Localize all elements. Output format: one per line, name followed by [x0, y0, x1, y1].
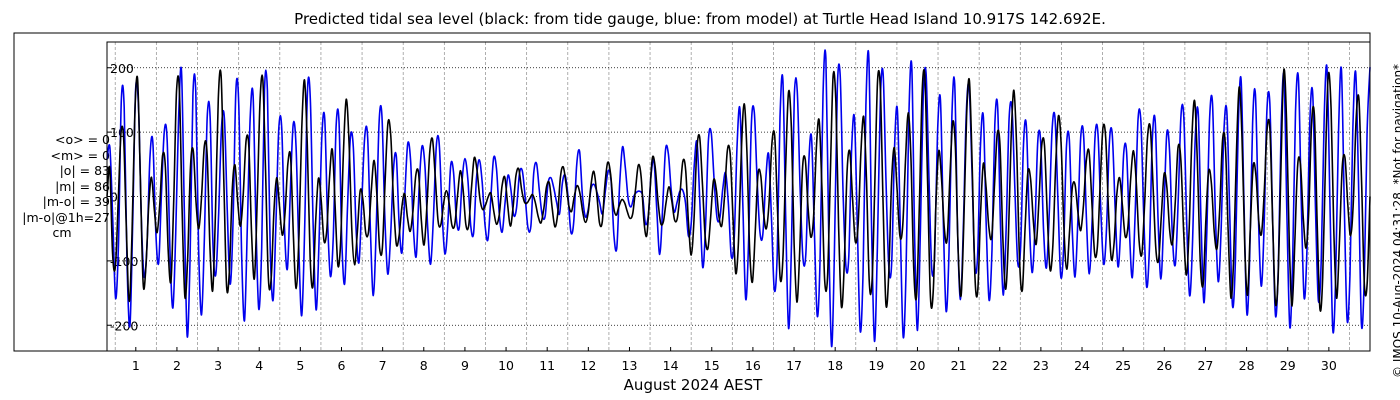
x-tick-label: 2 — [173, 358, 181, 373]
gauge-series-line — [106, 68, 1371, 312]
x-tick-label: 28 — [1239, 358, 1255, 373]
stat-abs-model: |m| = 86 — [55, 178, 110, 194]
y-tick-label: 0 — [110, 190, 118, 205]
x-tick-label: 11 — [539, 358, 555, 373]
x-tick-label: 30 — [1321, 358, 1337, 373]
y-tick-label: 200 — [110, 61, 134, 76]
x-tick-label: 23 — [1033, 358, 1049, 373]
stats-panel: <o> = 0 <m> = 0 |o| = 83 |m| = 86 |m-o| … — [14, 132, 110, 241]
x-axis-label: August 2024 AEST — [624, 376, 763, 394]
x-tick-label: 6 — [338, 358, 346, 373]
series-layer — [106, 49, 1371, 348]
x-tick-label: 29 — [1280, 358, 1296, 373]
stat-abs-diff: |m-o| = 39 — [42, 194, 110, 209]
stat-mean-observed: <o> = 0 — [55, 132, 110, 147]
x-tick-label: 1 — [132, 358, 140, 373]
x-tick-label: 3 — [214, 358, 222, 373]
x-tick-label: 20 — [910, 358, 926, 373]
x-tick-label: 17 — [786, 358, 802, 373]
x-tick-label: 7 — [379, 358, 387, 373]
x-tick-label: 25 — [1115, 358, 1131, 373]
x-tick-label: 26 — [1156, 358, 1172, 373]
x-tick-label: 4 — [255, 358, 263, 373]
stat-mean-model: <m> = 0 — [50, 147, 111, 163]
x-tick-label: 24 — [1074, 358, 1090, 373]
x-tick-label: 16 — [745, 358, 761, 373]
x-tick-label: 22 — [992, 358, 1008, 373]
y-tick-label: -200 — [110, 318, 138, 333]
x-tick-label: 15 — [704, 358, 720, 373]
chart-title: Predicted tidal sea level (black: from t… — [294, 10, 1106, 28]
x-tick-label: 27 — [1197, 358, 1213, 373]
x-tick-label: 19 — [868, 358, 884, 373]
plot-area-frame — [106, 41, 1371, 352]
x-tick-label: 18 — [827, 358, 843, 373]
x-tick-label: 8 — [420, 358, 428, 373]
stat-unit: cm — [52, 225, 72, 240]
x-tick-label: 21 — [951, 358, 967, 373]
x-tick-label: 13 — [622, 358, 638, 373]
model-series-line — [106, 49, 1371, 348]
stat-abs-diff-1h: |m-o|@1h=27 — [22, 209, 110, 225]
stat-abs-observed: |o| = 83 — [59, 163, 110, 178]
x-tick-label: 12 — [580, 358, 596, 373]
x-tick-label: 14 — [663, 358, 679, 373]
x-tick-label: 5 — [296, 358, 304, 373]
copyright-note: © IMOS 10-Aug-2024 04:31:28. *Not for na… — [1391, 63, 1400, 378]
x-tick-label: 9 — [461, 358, 469, 373]
grid-layer — [107, 42, 1370, 351]
x-tick-label: 10 — [498, 358, 514, 373]
y-tick-label: 100 — [110, 125, 134, 140]
